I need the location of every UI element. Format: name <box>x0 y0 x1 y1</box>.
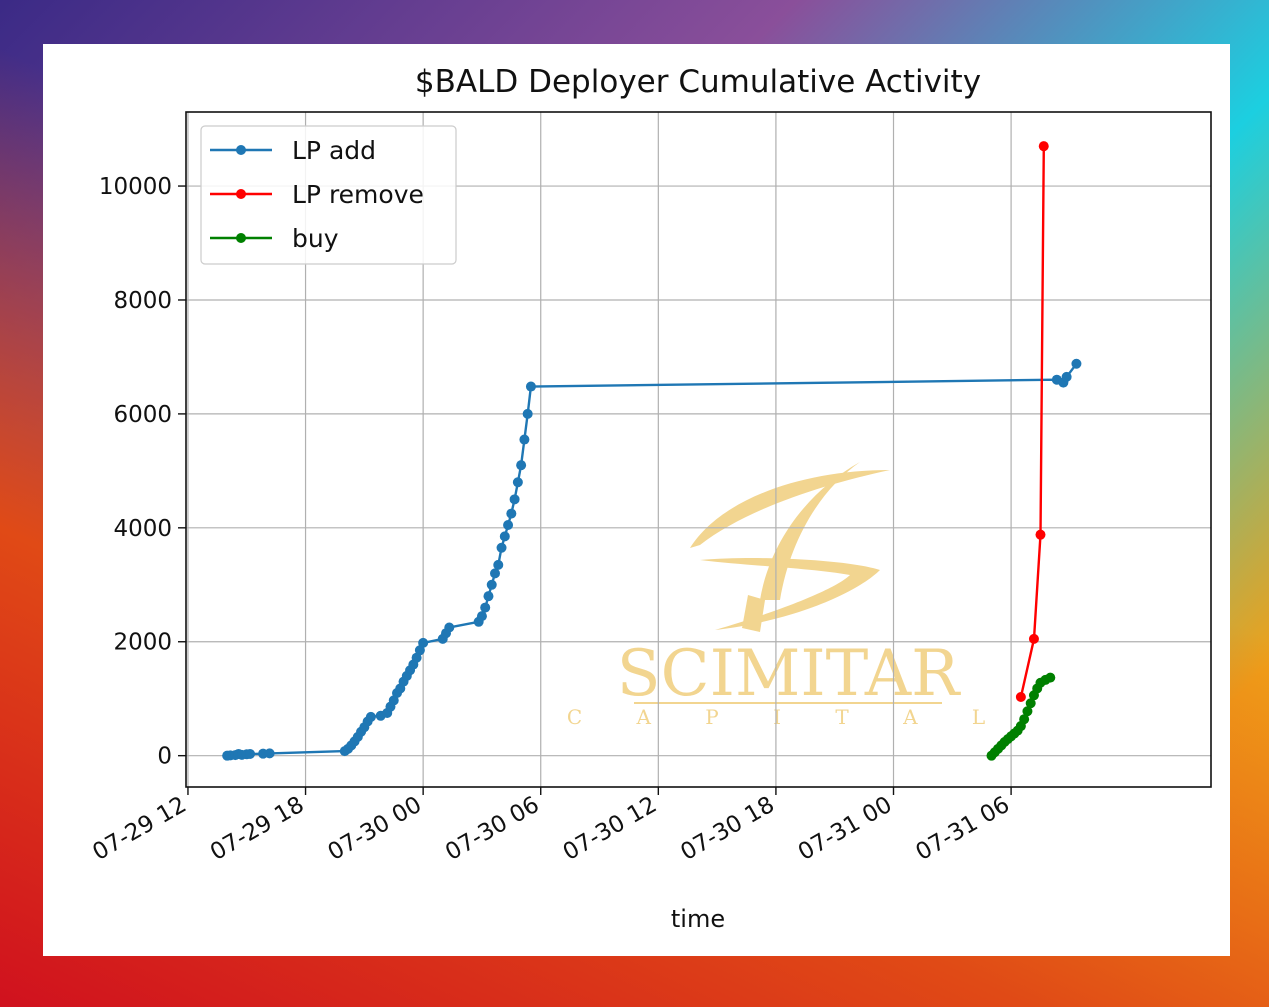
watermark-word: SCIMITAR <box>617 637 961 711</box>
data-point <box>1045 672 1056 683</box>
series-lp-remove <box>1015 141 1049 702</box>
data-point <box>1022 706 1033 717</box>
data-point <box>1019 714 1030 725</box>
series-layer <box>222 141 1082 761</box>
x-tick-label: 07-31 06 <box>912 792 1015 866</box>
watermark-logo: SCIMITAR C A P I T A L <box>567 462 1009 729</box>
x-tick-label: 07-31 00 <box>794 792 897 866</box>
data-point <box>525 381 536 392</box>
data-point <box>496 542 507 553</box>
y-tick-label: 0 <box>157 744 172 770</box>
y-tick-label: 8000 <box>113 288 172 314</box>
x-axis-ticks: 07-29 12 07-29 18 07-30 00 07-30 06 07-30 12… <box>88 787 1014 866</box>
data-point <box>486 579 497 590</box>
data-point <box>444 622 455 633</box>
chart-title: $BALD Deployer Cumulative Activity <box>415 64 981 100</box>
legend-box <box>200 125 457 265</box>
legend-swatch-marker <box>236 145 246 155</box>
x-tick-label: 07-29 12 <box>88 792 191 866</box>
grid-lines <box>186 112 1211 787</box>
y-tick-label: 10000 <box>99 174 172 200</box>
series-lp-add <box>222 358 1082 761</box>
data-point <box>519 434 530 445</box>
y-tick-label: 4000 <box>113 516 172 542</box>
data-point <box>509 494 520 505</box>
data-point <box>1035 529 1046 540</box>
data-point <box>476 611 487 622</box>
y-tick-label: 6000 <box>113 402 172 428</box>
legend: LP add LP remove buy <box>200 125 457 265</box>
x-tick-label: 07-30 12 <box>559 792 662 866</box>
legend-swatch-marker <box>236 233 246 243</box>
data-point <box>522 408 533 419</box>
data-point <box>1061 371 1072 382</box>
axes-frame <box>185 111 1212 788</box>
data-point <box>483 591 494 602</box>
data-point <box>365 711 376 722</box>
series-line <box>1019 146 1046 698</box>
legend-label: buy <box>292 224 339 253</box>
data-point <box>480 602 491 613</box>
data-point <box>493 559 504 570</box>
data-point <box>1015 692 1026 702</box>
data-point <box>245 748 256 759</box>
legend-label: LP remove <box>292 180 424 209</box>
data-point <box>1025 698 1036 709</box>
series-buy <box>986 672 1056 761</box>
data-point <box>516 460 527 471</box>
legend-label: LP add <box>292 136 376 165</box>
legend-swatch-marker <box>236 189 246 199</box>
data-point <box>490 568 501 579</box>
data-point <box>1038 141 1049 152</box>
data-point <box>503 519 514 530</box>
x-tick-label: 07-30 00 <box>324 792 427 866</box>
x-tick-label: 07-29 18 <box>206 792 309 866</box>
data-point <box>1071 358 1082 369</box>
y-tick-label: 2000 <box>113 630 172 656</box>
data-point <box>1028 633 1039 644</box>
watermark-subword: C A P I T A L <box>567 705 1009 729</box>
data-point <box>512 477 523 488</box>
data-point <box>506 508 517 519</box>
x-tick-label: 07-30 06 <box>441 792 544 866</box>
data-point <box>264 748 275 759</box>
data-point <box>499 531 510 542</box>
x-tick-label: 07-30 18 <box>676 792 779 866</box>
scimitar-emblem-icon <box>690 462 890 632</box>
x-axis-label: time <box>671 905 725 933</box>
y-axis-ticks: 0 2000 4000 6000 8000 10000 <box>99 174 186 770</box>
data-point <box>418 637 429 648</box>
